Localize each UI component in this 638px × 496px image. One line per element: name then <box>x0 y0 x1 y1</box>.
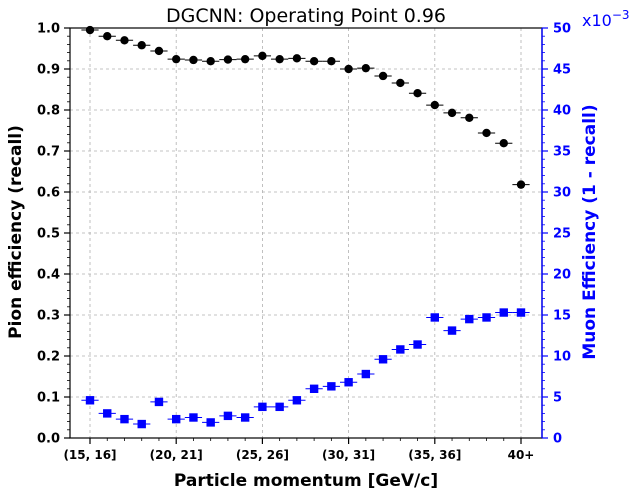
pion-efficiency-point <box>378 71 388 81</box>
right-y-tick-label: 25 <box>553 227 571 242</box>
right-y-tick-label: 45 <box>553 63 571 78</box>
muon-efficiency-point <box>516 308 526 317</box>
x-tick-label: (15, 16] <box>63 448 116 462</box>
muon-efficiency-point <box>154 397 164 407</box>
pion-efficiency-point <box>361 63 371 73</box>
muon-efficiency-point <box>344 378 353 387</box>
right-y-tick-label: 0 <box>553 432 562 447</box>
chart-title: DGCNN: Operating Point 0.96 <box>166 5 446 27</box>
left-y-axis-label: Pion efficiency (recall) <box>6 125 26 339</box>
right-axis-multiplier-base: x10 <box>582 11 612 30</box>
pion-efficiency-point <box>465 113 474 122</box>
muon-efficiency-point <box>206 418 215 427</box>
pion-efficiency-point <box>413 88 422 98</box>
left-y-tick-label: 0.6 <box>37 186 60 201</box>
left-y-tick-label: 0.2 <box>37 350 60 365</box>
muon-efficiency-point <box>361 369 371 379</box>
muon-efficiency-point <box>258 402 267 412</box>
right-y-tick-label: 10 <box>553 350 571 365</box>
muon-efficiency-point <box>327 382 336 391</box>
right-y-tick-label: 40 <box>553 104 571 119</box>
x-tick-label: (20, 21] <box>150 448 203 462</box>
x-axis-label: Particle momentum [GeV/c] <box>174 471 438 491</box>
muon-efficiency-point <box>465 314 474 324</box>
muon-efficiency-point <box>223 411 233 421</box>
pion-efficiency-point <box>309 57 319 66</box>
muon-efficiency-point <box>275 402 284 412</box>
pion-efficiency-point <box>396 78 405 88</box>
grid <box>70 28 542 438</box>
right-axis-multiplier-exponent: −3 <box>612 8 630 22</box>
left-y-tick-label: 0.5 <box>37 227 60 242</box>
pion-efficiency-point <box>499 139 508 148</box>
muon-efficiency-point <box>499 308 508 317</box>
left-y-tick-label: 1.0 <box>37 22 60 37</box>
right-axis-multiplier: x10−3 <box>582 8 630 30</box>
muon-efficiency-point <box>309 384 319 393</box>
pion-efficiency-point <box>292 54 302 63</box>
right-y-tick-label: 5 <box>553 391 562 406</box>
right-y-axis-label: Muon Efficiency (1 - recall) <box>580 104 600 359</box>
muon-efficiency-point <box>292 396 302 405</box>
right-y-tick-label: 35 <box>553 145 571 160</box>
pion-efficiency-point <box>137 41 146 50</box>
pion-efficiency-point <box>154 46 164 56</box>
pion-efficiency-point <box>206 57 215 66</box>
pion-efficiency-point <box>85 25 95 35</box>
muon-efficiency-point <box>85 396 95 405</box>
right-y-tick-label: 15 <box>553 309 571 324</box>
right-y-tick-label: 20 <box>553 268 571 283</box>
pion-efficiency-point <box>275 54 284 64</box>
muon-efficiency-point <box>396 345 405 354</box>
pion-efficiency-point <box>240 54 250 64</box>
pion-efficiency-point <box>120 36 129 45</box>
right-y-tick-label: 30 <box>553 186 571 201</box>
pion-efficiency-point <box>516 180 526 189</box>
muon-efficiency-point <box>120 414 129 424</box>
muon-efficiency-point <box>378 355 388 364</box>
muon-efficiency-point <box>447 326 457 335</box>
left-y-tick-label: 0.3 <box>37 309 60 324</box>
left-y-tick-label: 0.4 <box>37 268 60 283</box>
pion-efficiency-point <box>258 51 267 61</box>
muon-efficiency-point <box>172 414 181 424</box>
muon-efficiency-point <box>482 313 491 322</box>
left-y-tick-label: 0.8 <box>37 104 60 119</box>
pion-efficiency-point <box>482 128 491 138</box>
pion-efficiency-point <box>327 57 336 66</box>
muon-efficiency-point <box>137 419 146 429</box>
x-tick-label: (25, 26] <box>236 448 289 462</box>
pion-efficiency-point <box>103 32 112 41</box>
ticks: 0.0 0.1 0.2 0.3 0.4 0.5 0.6 0.7 0.8 0.9 1.0 0 5 10 15 2… <box>37 22 571 463</box>
pion-efficiency-point <box>172 54 181 64</box>
left-y-tick-label: 0.0 <box>37 432 60 447</box>
pion-efficiency-point <box>223 55 233 64</box>
muon-efficiency-point <box>430 313 439 322</box>
muon-efficiency-point <box>413 340 422 349</box>
pion-efficiency-point <box>189 55 198 65</box>
pion-efficiency-point <box>344 64 353 74</box>
x-tick-label: 40+ <box>508 448 535 462</box>
left-y-tick-label: 0.1 <box>37 391 60 406</box>
pion-efficiency-point <box>447 108 457 118</box>
pion-efficiency-point <box>430 100 439 110</box>
muon-efficiency-point <box>240 413 250 422</box>
left-y-tick-label: 0.7 <box>37 145 60 160</box>
x-tick-label: (35, 36] <box>408 448 461 462</box>
left-y-tick-label: 0.9 <box>37 63 60 78</box>
right-y-tick-label: 50 <box>553 22 571 37</box>
muon-efficiency-point <box>189 413 198 422</box>
data-series <box>81 25 530 429</box>
muon-efficiency-point <box>103 409 112 418</box>
x-tick-label: (30, 31] <box>322 448 375 462</box>
